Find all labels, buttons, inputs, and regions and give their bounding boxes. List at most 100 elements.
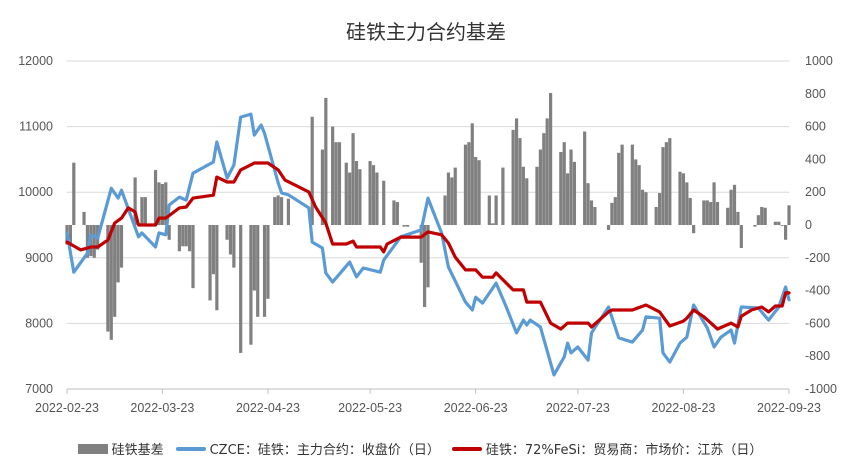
basis-bar [232, 225, 236, 268]
basis-bar [140, 197, 144, 225]
basis-bar [732, 184, 737, 225]
y-left-tick-label: 8000 [25, 316, 53, 330]
basis-bar [709, 202, 713, 225]
basis-bar [566, 173, 570, 225]
basis-bar [116, 225, 120, 283]
basis-bar [630, 144, 634, 225]
basis-bar [375, 172, 379, 225]
basis-bar [331, 126, 335, 225]
basis-bar [286, 198, 290, 225]
basis-bar [736, 211, 740, 225]
basis-bar [657, 193, 662, 225]
x-tick-label: 2022-06-23 [444, 401, 508, 415]
x-tick-label: 2022-04-23 [236, 401, 300, 415]
basis-bar [453, 167, 457, 225]
basis-bar [545, 118, 549, 225]
y-right-tick-label: -200 [805, 251, 830, 265]
basis-bar [368, 161, 372, 225]
basis-bar [739, 225, 743, 248]
basis-bar [593, 206, 597, 225]
basis-bar [559, 152, 563, 225]
basis-bar [586, 183, 590, 225]
basis-bar [419, 225, 423, 263]
basis-bar [422, 225, 427, 307]
basis-bar [620, 144, 624, 225]
basis-bar [443, 195, 447, 225]
y-right-tick-label: 1000 [805, 54, 833, 68]
basis-bar [562, 142, 566, 225]
x-tick-label: 2022-03-23 [130, 401, 194, 415]
basis-bar [702, 200, 706, 225]
legend-swatch-basis [77, 443, 108, 454]
basis-bar [215, 225, 219, 311]
basis-bar [68, 225, 73, 244]
basis-bar [191, 225, 195, 289]
basis-bar [157, 182, 161, 225]
basis-bar [678, 171, 682, 225]
y-right-tick-label: 400 [805, 152, 826, 166]
basis-bar [256, 225, 260, 317]
basis-bar [225, 225, 229, 240]
legend-swatch-czce [175, 446, 206, 451]
basis-bar [153, 170, 158, 225]
basis-bar [354, 161, 359, 225]
basis-bar [106, 225, 110, 332]
basis-bar [668, 138, 672, 225]
basis-bar [491, 223, 495, 225]
basis-bar [177, 225, 181, 252]
basis-bar [637, 165, 641, 225]
legend-label-czce: CZCE：硅铁：主力合约：收盘价（日） [209, 443, 440, 458]
basis-bar [477, 160, 481, 225]
basis-bar [402, 225, 406, 227]
basis-bar [583, 131, 587, 225]
basis-bar [780, 225, 784, 226]
basis-bar [211, 225, 216, 275]
legend-item-spot: 硅铁：72%FeSi：贸易商：市场价：江苏（日） [451, 439, 762, 458]
basis-bar [320, 149, 325, 225]
y-right-tick-label: 800 [805, 87, 826, 101]
basis-bar [715, 202, 720, 225]
basis-bar [463, 144, 468, 225]
basis-bar [640, 189, 645, 225]
basis-bar [470, 123, 474, 225]
basis-bar [351, 133, 355, 225]
basis-bar [426, 225, 430, 288]
basis-bar [538, 149, 542, 225]
basis-bar [644, 192, 648, 225]
basis-bar [760, 206, 764, 225]
y-left-tick-label: 10000 [18, 185, 53, 199]
basis-bar [634, 159, 638, 225]
basis-bar [405, 225, 410, 227]
basis-bar [494, 195, 498, 225]
basis-bar [654, 206, 658, 225]
basis-bar [589, 200, 594, 225]
basis-bar [446, 172, 451, 225]
y-right-tick-label: 0 [805, 218, 812, 232]
basis-bar [109, 225, 113, 340]
basis-bar [613, 197, 617, 225]
basis-bar [777, 221, 781, 225]
basis-bar [119, 225, 124, 268]
basis-bar [474, 156, 478, 225]
basis-bar [501, 167, 505, 225]
basis-bar [334, 142, 338, 225]
basis-bar [310, 116, 314, 225]
legend-item-basis: 硅铁基差 [77, 439, 164, 458]
basis-bar [661, 147, 665, 225]
basis-bar [712, 182, 716, 225]
x-tick-label: 2022-09-23 [757, 401, 821, 415]
basis-bar [143, 197, 147, 225]
basis-bar [262, 225, 267, 317]
basis-bar [133, 177, 137, 225]
basis-bar [276, 195, 280, 225]
basis-bar [685, 182, 689, 225]
x-tick-label: 2022-07-23 [546, 401, 610, 415]
basis-bar [266, 225, 270, 299]
legend: 硅铁基差 CZCE：硅铁：主力合约：收盘价（日） 硅铁：72%FeSi：贸易商：… [0, 439, 852, 458]
basis-bar [348, 172, 352, 225]
basis-bar [239, 225, 243, 353]
basis-bar [337, 142, 342, 225]
chart-title: 硅铁主力合约基差 [346, 20, 506, 44]
basis-bar [249, 225, 253, 345]
basis-bar [208, 225, 212, 301]
